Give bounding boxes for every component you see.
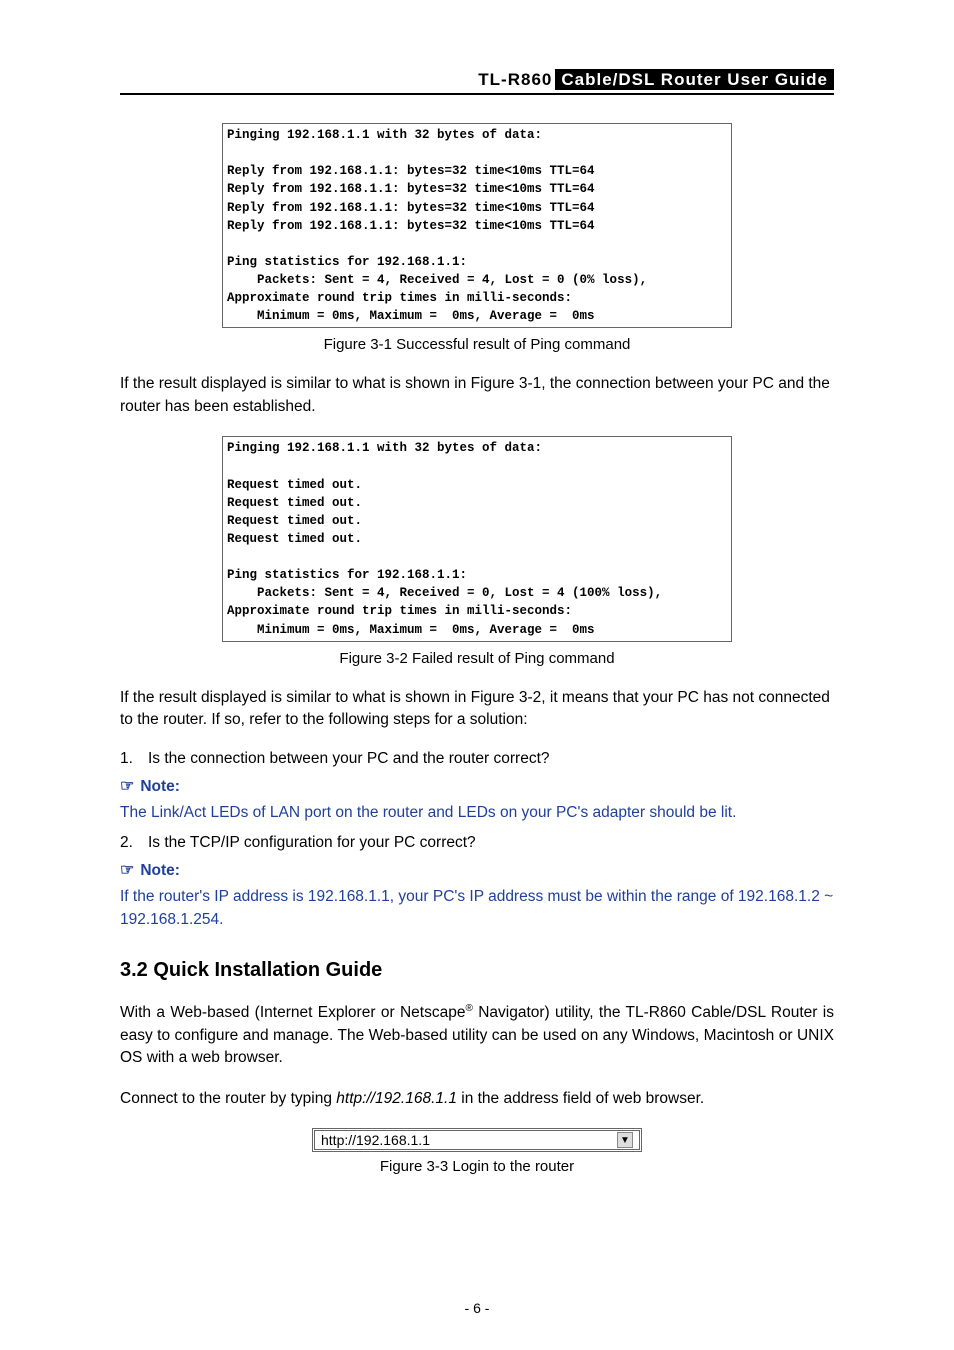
hand-icon: ☞: [120, 860, 134, 880]
step-2: 2.Is the TCP/IP configuration for your P…: [120, 834, 834, 852]
fig-3-1-caption: Figure 3-1 Successful result of Ping com…: [120, 336, 834, 353]
paragraph-4: Connect to the router by typing http://1…: [120, 1088, 834, 1110]
header-title: Cable/DSL Router User Guide: [555, 69, 834, 90]
note-2-label: ☞ Note:: [120, 860, 834, 880]
fig-3-1-box: Pinging 192.168.1.1 with 32 bytes of dat…: [222, 123, 732, 328]
note-2-text: If the router's IP address is 192.168.1.…: [120, 886, 834, 931]
fig-3-3-caption: Figure 3-3 Login to the router: [120, 1158, 834, 1175]
note-1-label: ☞ Note:: [120, 776, 834, 796]
step-2-text: Is the TCP/IP configuration for your PC …: [148, 834, 476, 851]
fig-3-2-box: Pinging 192.168.1.1 with 32 bytes of dat…: [222, 436, 732, 641]
step-2-num: 2.: [120, 834, 148, 852]
model-label: TL-R860: [478, 70, 552, 89]
reg-mark: ®: [465, 1003, 472, 1014]
header-rule: [120, 93, 834, 95]
p4-b: in the address field of web browser.: [457, 1090, 704, 1107]
step-1-text: Is the connection between your PC and th…: [148, 750, 550, 767]
hand-icon: ☞: [120, 776, 134, 796]
p3-a: With a Web-based (Internet Explorer or N…: [120, 1004, 465, 1021]
step-1: 1.Is the connection between your PC and …: [120, 750, 834, 768]
step-1-num: 1.: [120, 750, 148, 768]
paragraph-3: With a Web-based (Internet Explorer or N…: [120, 1002, 834, 1070]
chevron-down-icon[interactable]: ▼: [617, 1132, 633, 1148]
note-1-text: The Link/Act LEDs of LAN port on the rou…: [120, 802, 834, 824]
paragraph-2: If the result displayed is similar to wh…: [120, 687, 834, 732]
note-word: Note:: [140, 778, 180, 795]
section-3-2-heading: 3.2 Quick Installation Guide: [120, 959, 834, 982]
paragraph-1: If the result displayed is similar to wh…: [120, 373, 834, 418]
address-bar-value: http://192.168.1.1: [321, 1132, 430, 1148]
p4-url: http://192.168.1.1: [336, 1090, 457, 1107]
address-bar[interactable]: http://192.168.1.1 ▼: [312, 1128, 642, 1152]
note-word: Note:: [140, 862, 180, 879]
page-header: TL-R860Cable/DSL Router User Guide: [120, 70, 834, 90]
p4-a: Connect to the router by typing: [120, 1090, 336, 1107]
fig-3-2-caption: Figure 3-2 Failed result of Ping command: [120, 650, 834, 667]
page-number: - 6 -: [0, 1300, 954, 1316]
